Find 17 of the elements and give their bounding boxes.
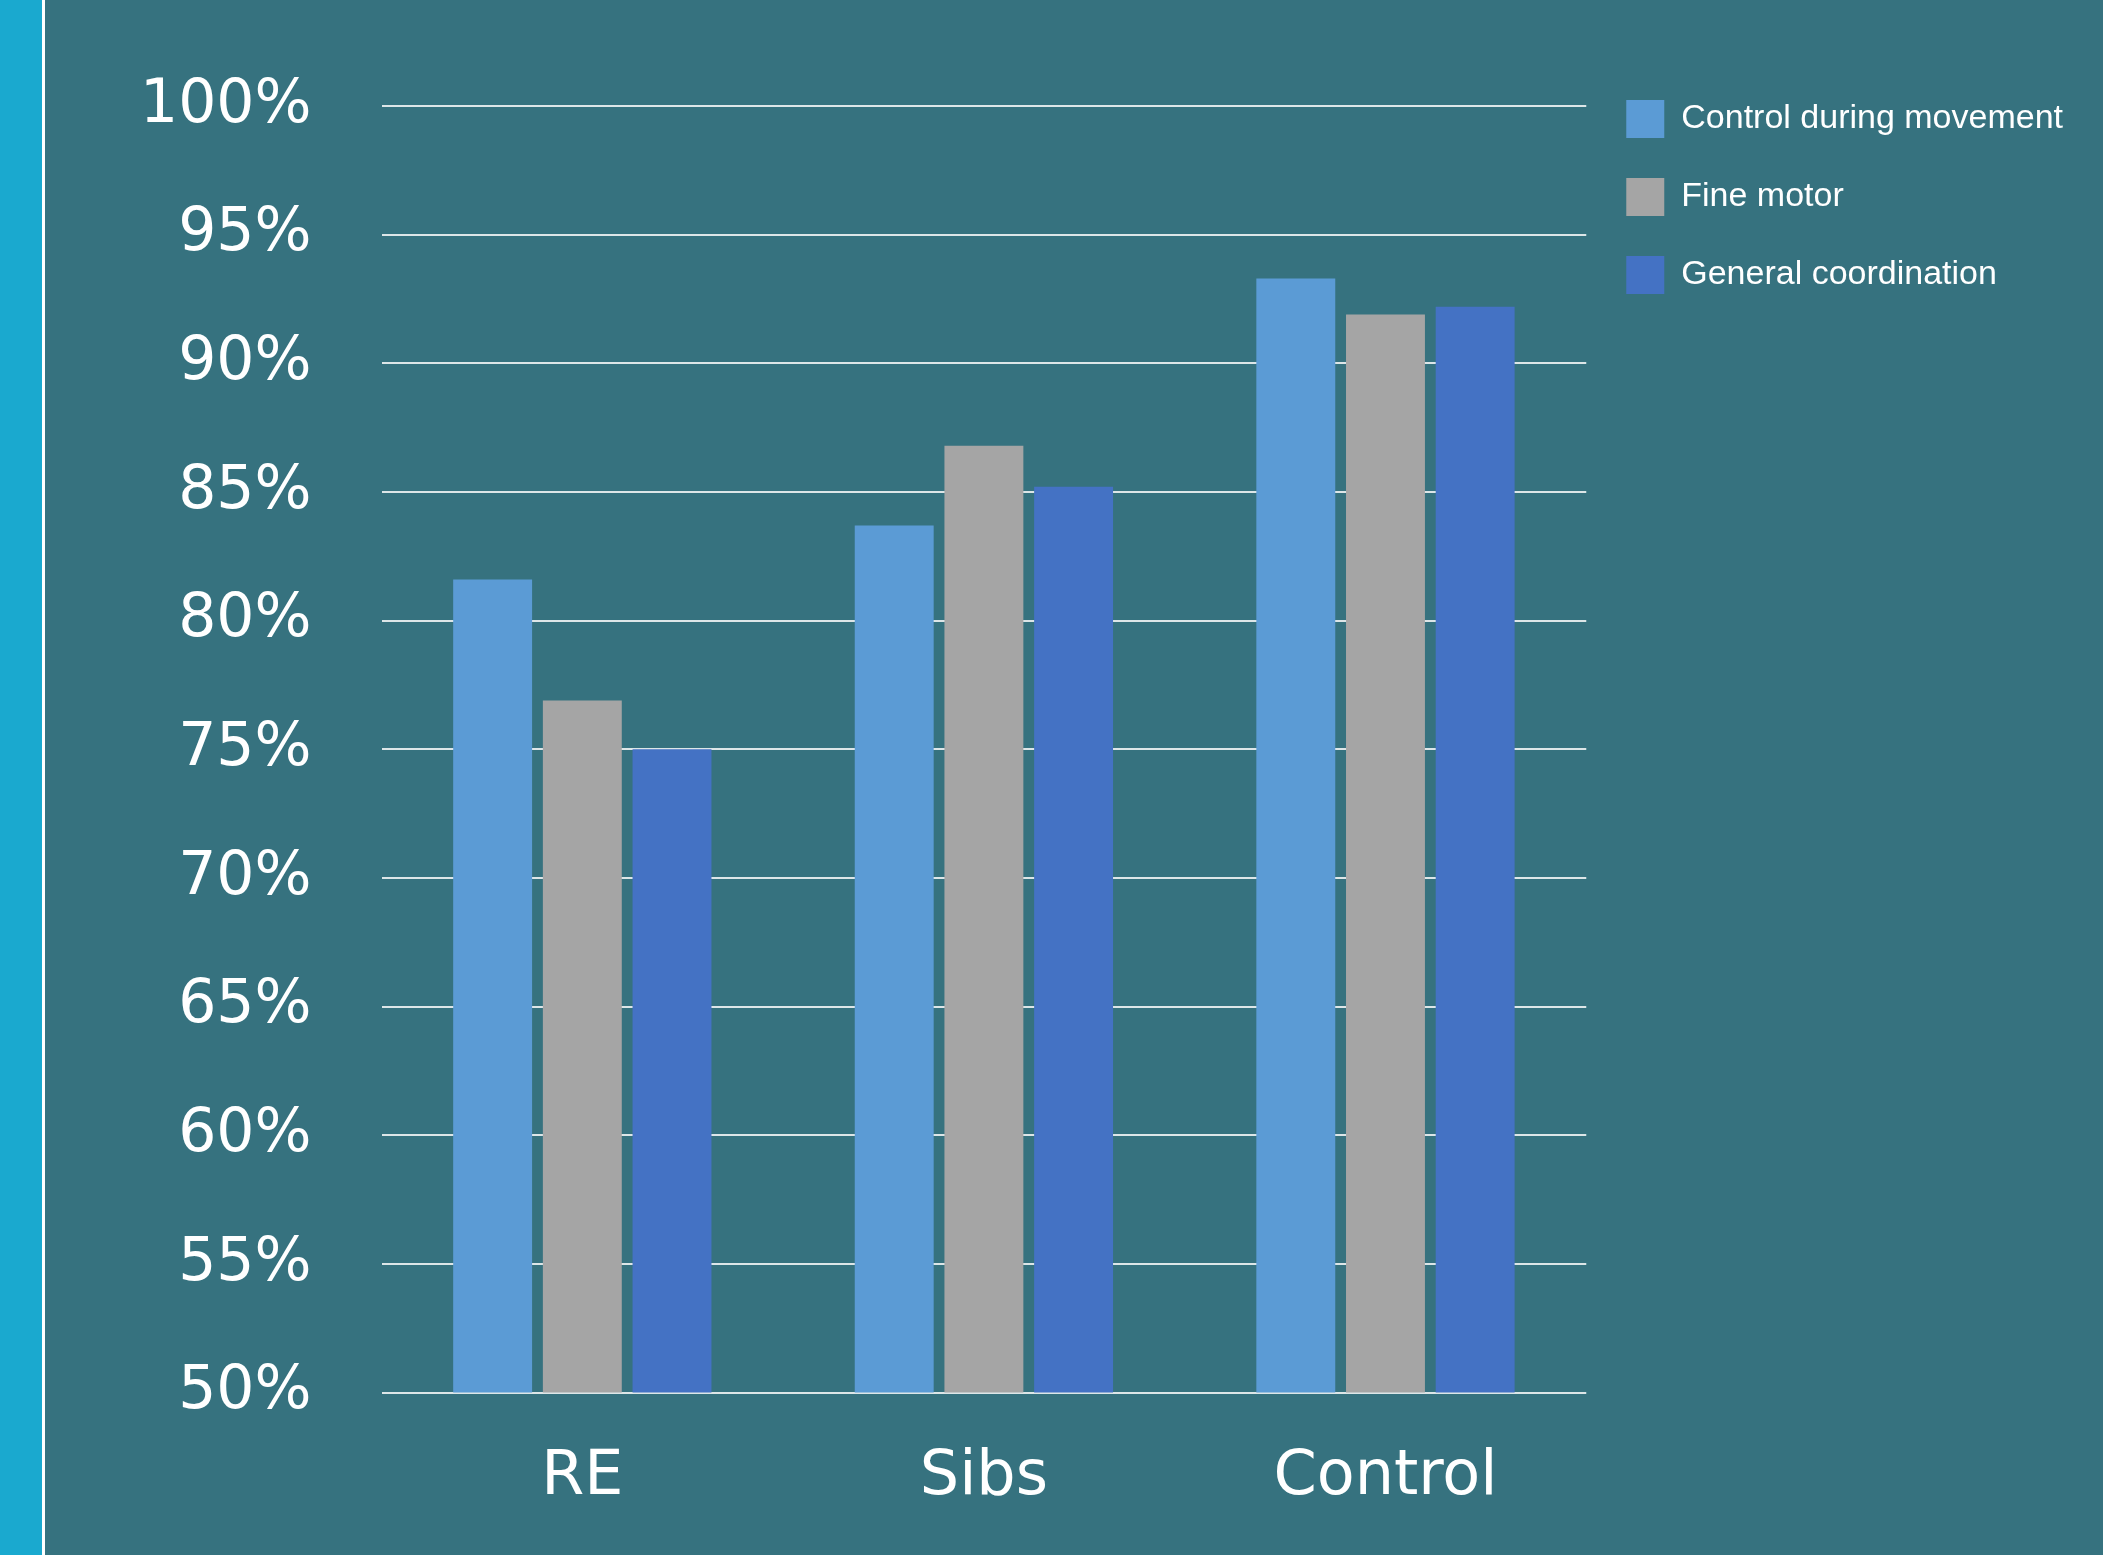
y-tick-label: 85%: [178, 451, 312, 522]
legend-label: Control during movement: [1681, 97, 2064, 136]
y-tick-label: 100%: [139, 65, 312, 136]
y-tick-label: 60%: [178, 1094, 312, 1165]
y-tick-label: 50%: [178, 1352, 312, 1423]
y-tick-label: 95%: [178, 194, 312, 265]
x-tick-label: Sibs: [919, 1435, 1049, 1509]
x-tick-label: Control: [1273, 1435, 1498, 1509]
y-tick-label: 75%: [178, 708, 312, 779]
y-tick-label: 55%: [178, 1223, 312, 1294]
legend-label: Fine motor: [1681, 175, 1844, 214]
y-tick-label: 70%: [178, 837, 312, 908]
x-tick-label: RE: [541, 1435, 624, 1509]
y-tick-label: 90%: [178, 322, 312, 393]
legend-label: General coordination: [1681, 253, 1997, 292]
y-tick-label: 80%: [178, 580, 312, 651]
y-tick-label: 65%: [178, 966, 312, 1037]
